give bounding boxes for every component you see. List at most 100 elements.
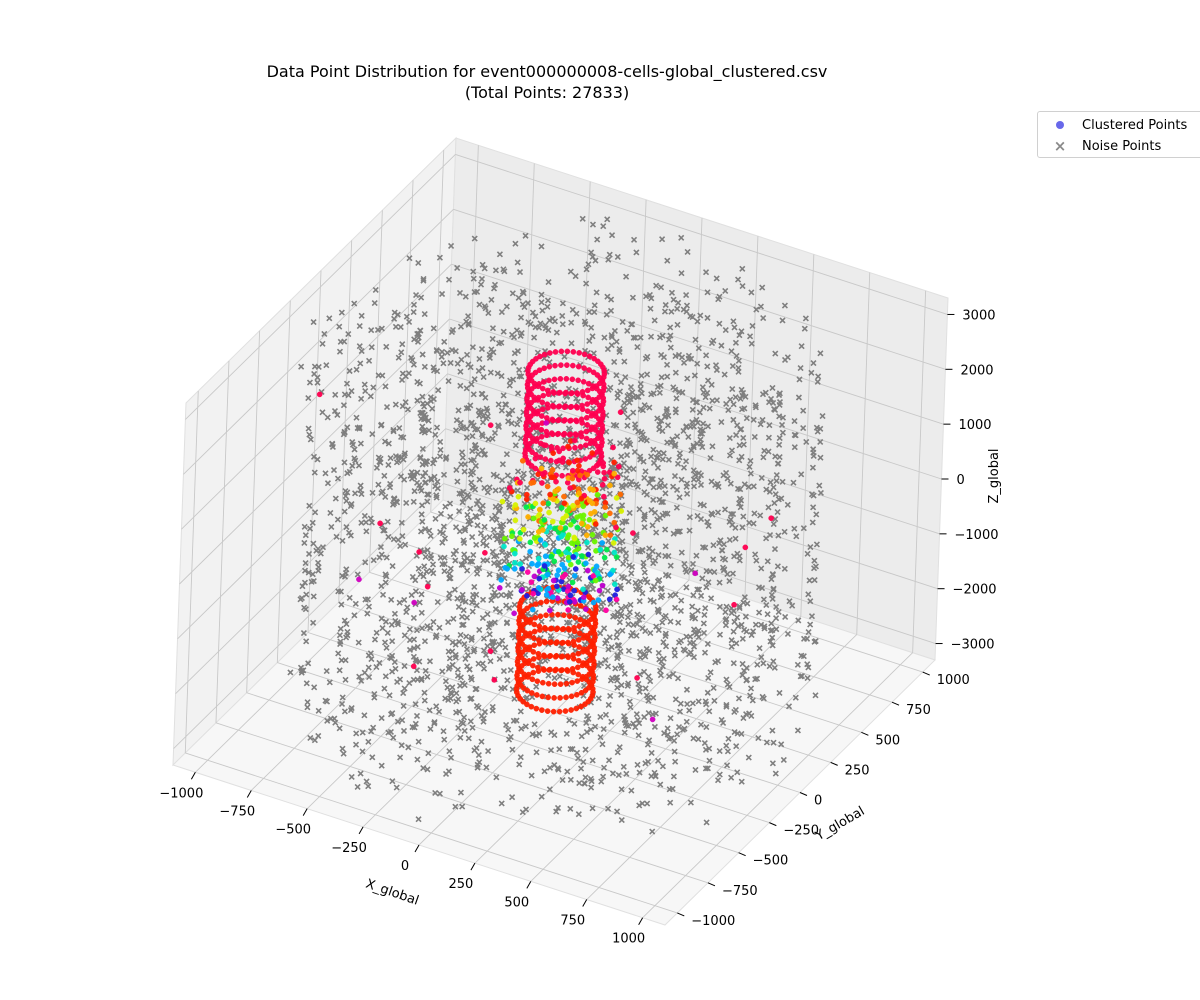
- noise-point: [445, 378, 452, 385]
- noise-point: [516, 366, 523, 373]
- noise-point: [705, 522, 712, 530]
- noise-point: [520, 290, 527, 297]
- cluster-point: [582, 456, 589, 462]
- noise-point: [655, 627, 662, 634]
- noise-point: [807, 544, 814, 551]
- noise-point: [757, 303, 764, 310]
- cluster-point: [692, 570, 699, 577]
- cluster-point: [561, 565, 568, 572]
- cluster-point: [541, 365, 548, 372]
- noise-point: [567, 268, 574, 275]
- noise-point: [715, 296, 722, 303]
- x-tick-label: 0: [401, 859, 409, 874]
- cluster-point: [539, 480, 545, 486]
- noise-point: [672, 441, 679, 448]
- noise-point: [776, 689, 783, 696]
- noise-point: [633, 711, 640, 718]
- noise-point: [525, 319, 532, 326]
- cluster-point: [593, 383, 600, 389]
- noise-point: [647, 597, 654, 604]
- cluster-point: [555, 403, 562, 410]
- noise-point: [692, 471, 699, 478]
- noise-point: [433, 424, 441, 431]
- noise-point: [438, 353, 445, 360]
- noise-point: [809, 519, 816, 526]
- noise-point: [670, 530, 677, 537]
- noise-point: [627, 481, 634, 488]
- noise-point: [628, 321, 635, 328]
- cluster-point: [565, 625, 572, 632]
- noise-point: [386, 484, 394, 491]
- noise-point: [619, 538, 626, 545]
- noise-point: [430, 570, 437, 577]
- noise-point: [653, 454, 660, 461]
- noise-point: [396, 676, 404, 683]
- cluster-point: [568, 390, 574, 397]
- noise-point: [690, 442, 697, 449]
- noise-point: [460, 607, 467, 614]
- cluster-point: [607, 510, 613, 517]
- y-tick-mark: [677, 912, 685, 917]
- noise-point: [341, 617, 348, 624]
- noise-point: [461, 727, 468, 734]
- noise-point: [471, 646, 478, 653]
- cluster-point: [581, 351, 588, 358]
- noise-point: [528, 772, 535, 779]
- noise-point: [739, 282, 746, 290]
- noise-point: [329, 440, 336, 447]
- noise-point: [547, 632, 554, 639]
- noise-point: [492, 267, 499, 274]
- noise-point: [369, 431, 376, 438]
- noise-point: [817, 438, 824, 445]
- noise-point: [309, 519, 316, 526]
- cluster-point: [547, 524, 553, 531]
- noise-point: [307, 436, 314, 443]
- noise-point: [690, 626, 698, 633]
- noise-point: [657, 585, 664, 593]
- noise-point: [427, 532, 434, 539]
- noise-point: [757, 512, 764, 519]
- noise-point: [597, 713, 604, 721]
- noise-point: [348, 500, 355, 508]
- noise-point: [554, 804, 562, 812]
- noise-point: [697, 312, 704, 319]
- noise-point: [665, 572, 672, 579]
- noise-point: [768, 620, 775, 627]
- cluster-point: [546, 363, 553, 370]
- noise-point: [614, 628, 621, 636]
- noise-point: [485, 310, 492, 317]
- noise-point: [620, 763, 627, 770]
- noise-point: [515, 294, 522, 301]
- cluster-point: [601, 475, 608, 482]
- noise-point: [495, 559, 503, 566]
- noise-point: [589, 805, 596, 812]
- noise-point: [486, 571, 493, 578]
- noise-point: [659, 332, 666, 339]
- noise-point: [483, 542, 490, 549]
- noise-point: [454, 672, 462, 679]
- noise-point: [506, 382, 513, 389]
- cluster-point: [567, 404, 574, 411]
- noise-point: [795, 617, 802, 624]
- noise-point: [469, 448, 476, 455]
- noise-point: [400, 727, 408, 735]
- cluster-point: [487, 648, 494, 654]
- noise-point: [338, 700, 346, 707]
- cluster-point: [591, 355, 597, 362]
- cluster-point: [570, 652, 576, 659]
- cluster-point: [541, 517, 548, 523]
- noise-point: [396, 424, 403, 432]
- cluster-point: [602, 504, 608, 511]
- noise-point: [319, 409, 326, 416]
- noise-point: [478, 738, 485, 745]
- noise-point: [579, 215, 586, 222]
- noise-point: [383, 644, 390, 651]
- noise-point: [425, 750, 432, 757]
- noise-point: [736, 557, 743, 564]
- noise-point: [410, 308, 417, 316]
- cluster-point: [569, 376, 576, 383]
- noise-point: [492, 487, 499, 494]
- noise-point: [590, 350, 597, 357]
- cluster-point: [548, 553, 555, 560]
- noise-point: [496, 251, 503, 258]
